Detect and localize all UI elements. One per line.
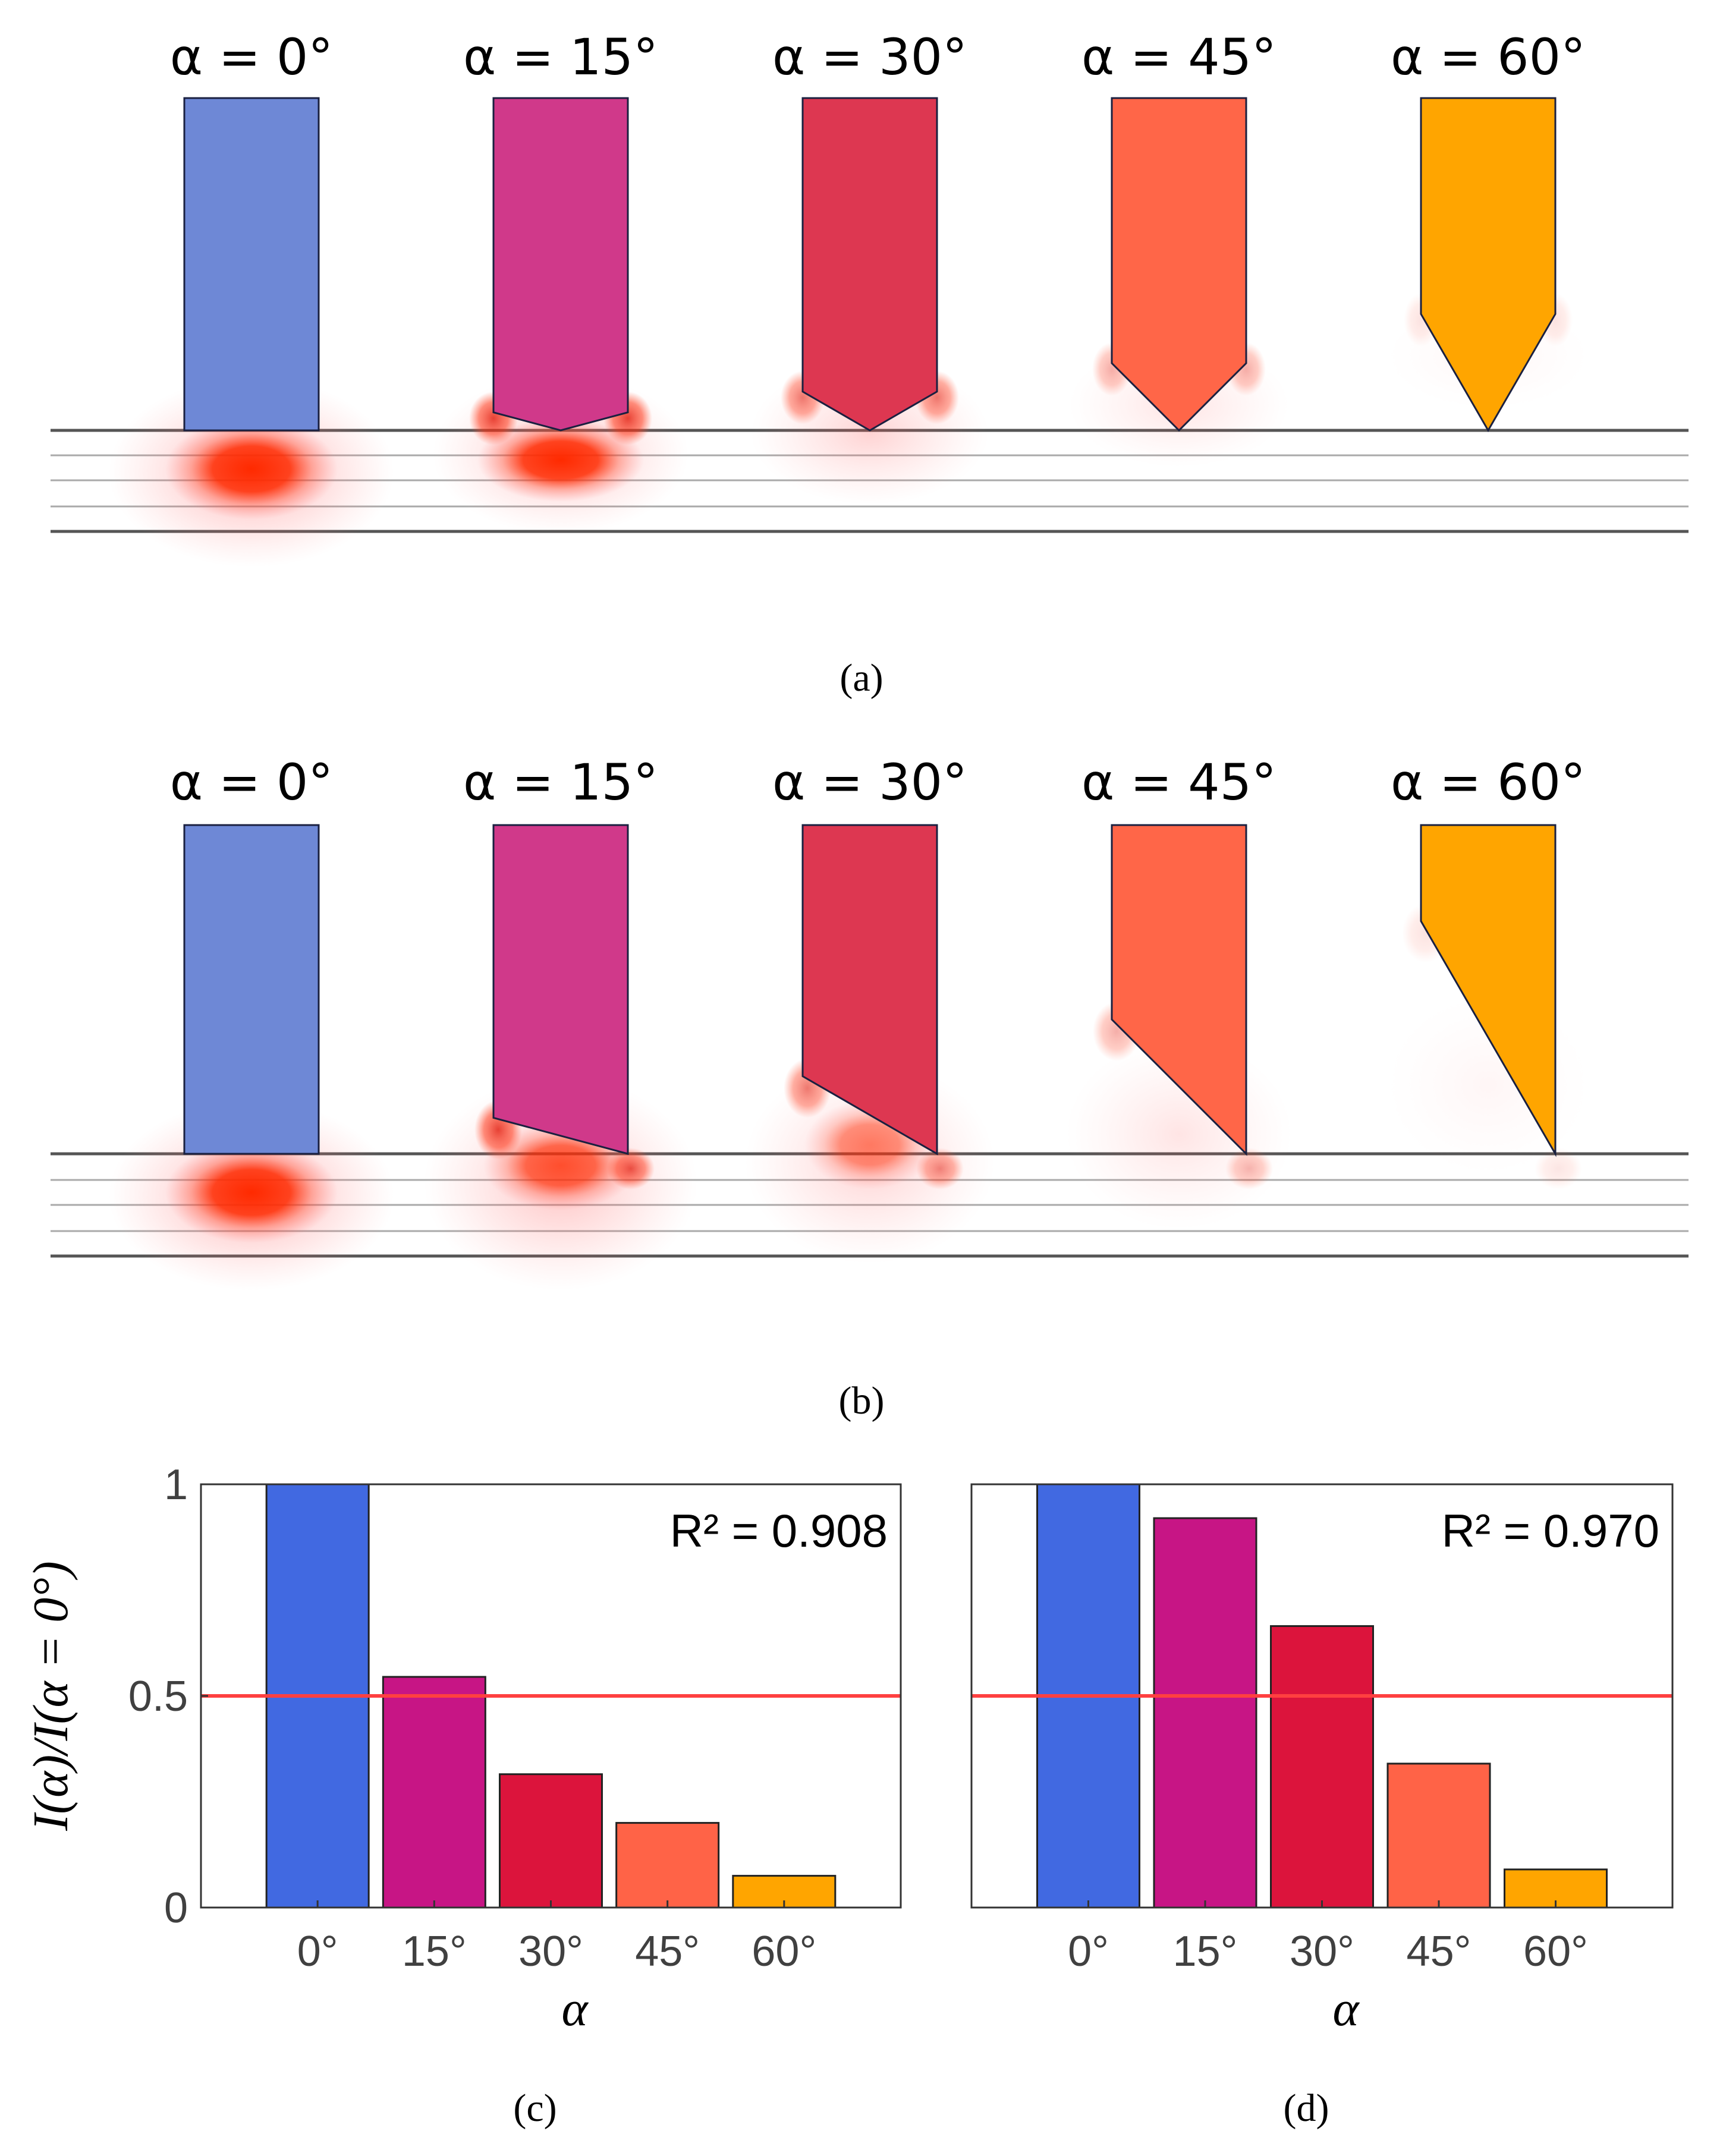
bar-45° xyxy=(615,1822,720,1909)
x-axis-label: α xyxy=(561,1981,589,2037)
a-alpha-label: α = 15° xyxy=(463,28,658,86)
panel-b-caption: (b) xyxy=(839,1379,885,1422)
a-tip-45 xyxy=(1111,97,1247,432)
axes-frame xyxy=(970,1483,1674,1909)
chart-d: 0° 15° 30° 45° 60° R² = 0.970 α xyxy=(970,1483,1674,2037)
x-tick-label: 15° xyxy=(1173,1928,1238,1975)
panel-a-symmetric-tips: α = 0° α = 15° α = 30° α = 45° α = 60° xyxy=(51,28,1689,567)
b-alpha-label: α = 45° xyxy=(1081,753,1276,811)
b-tip-hotspot xyxy=(1535,1148,1582,1189)
bar-15° xyxy=(382,1676,486,1909)
x-tick-label: 30° xyxy=(1290,1928,1354,1975)
a-field-glow xyxy=(477,418,644,502)
a-alpha-label: α = 45° xyxy=(1081,28,1276,86)
a-alpha-label: α = 60° xyxy=(1391,28,1586,86)
b-tip-45 xyxy=(1111,824,1247,1156)
x-tick-label: 45° xyxy=(1407,1928,1472,1975)
r-squared-annotation: R² = 0.970 xyxy=(1442,1505,1659,1557)
x-tick-label: 0° xyxy=(297,1928,338,1975)
x-tick-label: 45° xyxy=(635,1928,700,1975)
y-tick-label: 0.5 xyxy=(128,1673,188,1720)
x-tick-label: 15° xyxy=(402,1928,467,1975)
b-alpha-label: α = 0° xyxy=(170,753,334,811)
panel-b-asymmetric-tips: α = 0° α = 15° α = 30° α = 45° α = 60° xyxy=(51,753,1689,1291)
chart-c: 0° 15° 30° 45° 60° 0 0.5 1 R² = 0.908 α I(α)/I(α =… xyxy=(23,1461,902,2037)
x-tick-label: 0° xyxy=(1068,1928,1109,1975)
b-tip-15 xyxy=(492,824,629,1155)
x-tick-label: 60° xyxy=(752,1928,816,1975)
y-tick-label: 0 xyxy=(164,1884,188,1932)
a-alpha-label: α = 0° xyxy=(170,28,334,86)
bar-15° xyxy=(1153,1517,1257,1909)
r-squared-annotation: R² = 0.908 xyxy=(670,1505,888,1557)
bar-45° xyxy=(1386,1762,1491,1909)
x-axis-label: α xyxy=(1332,1981,1360,2037)
a-alpha-label: α = 30° xyxy=(772,28,967,86)
a-tip-0 xyxy=(183,97,320,432)
x-tick-label: 60° xyxy=(1523,1928,1588,1975)
b-tip-hotspot xyxy=(1225,1148,1273,1189)
y-tick-label: 1 xyxy=(164,1461,188,1509)
b-alpha-label: α = 30° xyxy=(772,753,967,811)
panel-d-caption: (d) xyxy=(1284,2086,1329,2130)
a-tip-60 xyxy=(1420,97,1557,432)
b-tip-30 xyxy=(801,824,938,1156)
bar-30° xyxy=(499,1773,603,1909)
b-tip-hotspot xyxy=(607,1148,655,1189)
a-tip-15 xyxy=(492,97,629,432)
b-alpha-label: α = 15° xyxy=(463,753,658,811)
a-field-glow xyxy=(165,418,338,520)
b-alpha-label: α = 60° xyxy=(1391,753,1586,811)
panel-c-caption: (c) xyxy=(513,2086,556,2130)
x-tick-label: 30° xyxy=(518,1928,583,1975)
bar-30° xyxy=(1270,1625,1374,1909)
b-field-glow xyxy=(165,1142,338,1243)
b-tip-0 xyxy=(183,824,320,1155)
panel-a-caption: (a) xyxy=(840,656,883,700)
a-tip-30 xyxy=(801,97,938,432)
b-tip-60 xyxy=(1420,824,1557,1157)
y-axis-label: I(α)/I(α = 0°) xyxy=(23,1561,78,1831)
b-tip-hotspot xyxy=(916,1148,964,1189)
